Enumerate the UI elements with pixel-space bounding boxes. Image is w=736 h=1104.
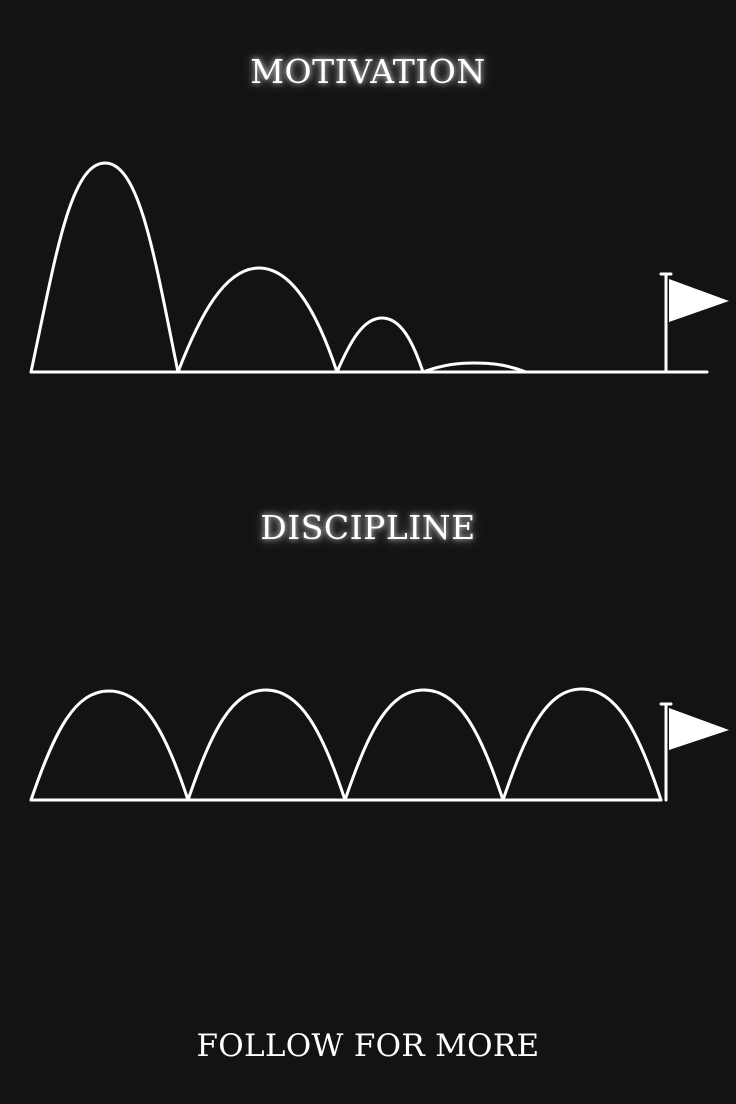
discipline-title: DISCIPLINE	[260, 508, 476, 547]
discipline-diagram	[29, 687, 729, 802]
motivation-arc-2	[176, 266, 339, 374]
discipline-flag-icon	[669, 708, 729, 750]
motivation-arc-1	[29, 161, 180, 374]
motivation-diagram	[29, 161, 729, 374]
motivation-arc-3	[335, 316, 425, 374]
follow-for-more-text: FOLLOW FOR MORE	[196, 1028, 540, 1064]
motivation-title: MOTIVATION	[250, 52, 486, 91]
motivation-flag-icon	[669, 279, 729, 322]
discipline-arc-3	[343, 688, 505, 802]
motivation-arc-4	[421, 361, 528, 374]
discipline-arc-2	[186, 688, 347, 802]
discipline-arc-1	[29, 689, 190, 802]
discipline-arc-4	[501, 687, 663, 802]
